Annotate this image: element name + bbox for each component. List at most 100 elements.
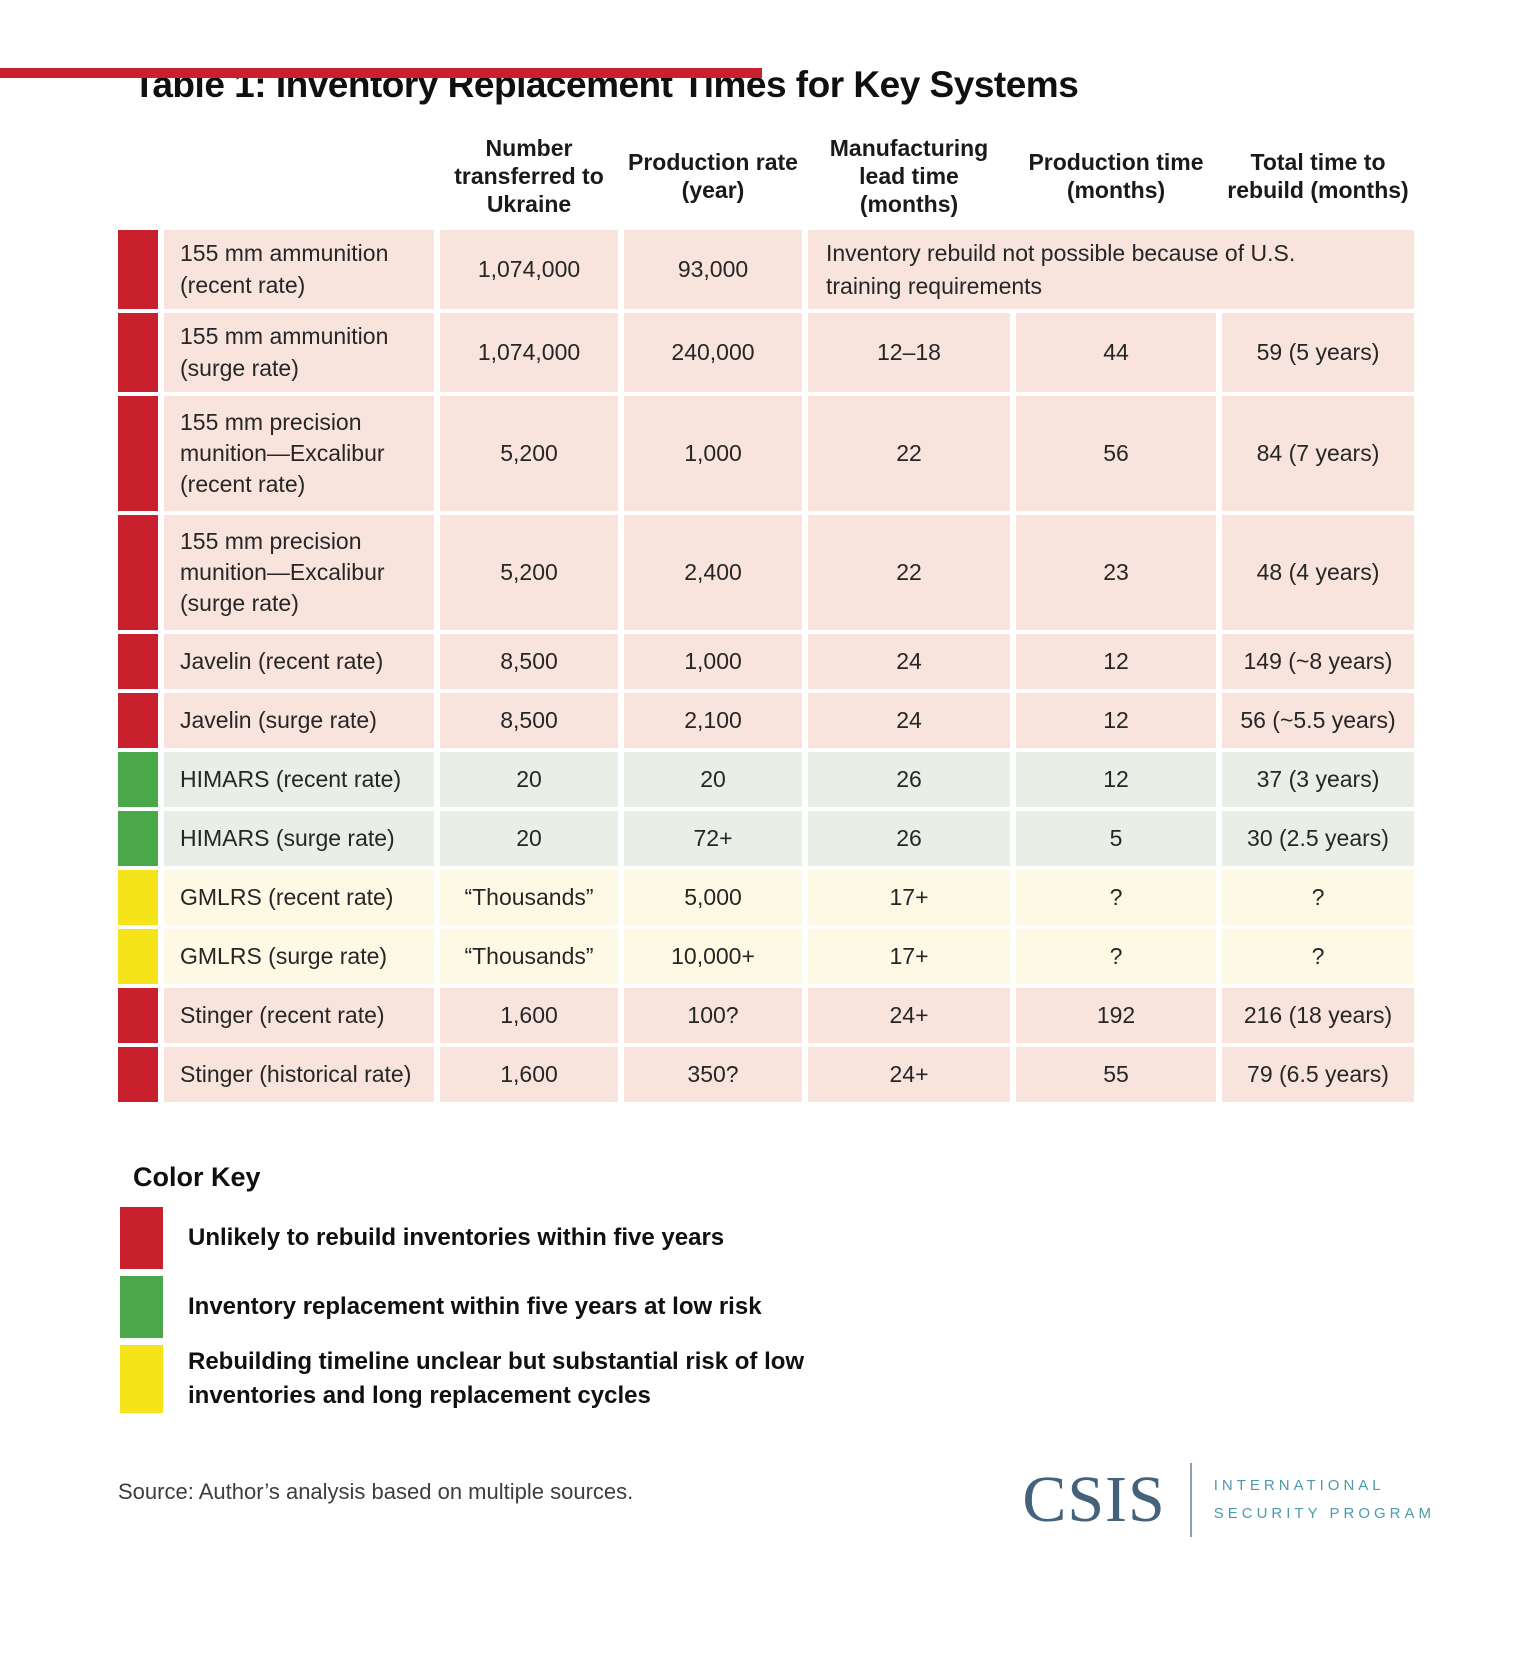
production-time-cell: 12 <box>1016 752 1216 807</box>
production-rate-cell: 350? <box>624 1047 802 1102</box>
transferred-cell: 20 <box>440 752 618 807</box>
top-accent-bar <box>0 68 762 78</box>
table-header-row: Number transferred to Ukraine Production… <box>118 128 1418 224</box>
col-header-number-transferred: Number transferred to Ukraine <box>454 134 604 218</box>
lead-time-cell: 22 <box>808 396 1010 511</box>
transferred-cell: “Thousands” <box>440 870 618 925</box>
lead-time-cell: 26 <box>808 752 1010 807</box>
csis-logo-divider <box>1189 1463 1192 1538</box>
total-time-cell: 30 (2.5 years) <box>1222 811 1414 866</box>
status-swatch-red <box>118 313 158 392</box>
total-time-cell: 216 (18 years) <box>1222 988 1414 1043</box>
table-row: Stinger (recent rate) 1,600 100? 24+ 192 216 … <box>118 988 1418 1043</box>
system-cell: GMLRS (surge rate) <box>164 929 434 984</box>
system-cell: HIMARS (surge rate) <box>164 811 434 866</box>
total-time-cell: 84 (7 years) <box>1222 396 1414 511</box>
table-row: Javelin (surge rate) 8,500 2,100 24 12 56 (~5… <box>118 693 1418 748</box>
production-time-cell: ? <box>1016 870 1216 925</box>
source-note: Source: Author’s analysis based on multi… <box>118 1479 634 1505</box>
system-cell: HIMARS (recent rate) <box>164 752 434 807</box>
system-cell: GMLRS (recent rate) <box>164 870 434 925</box>
status-swatch-red <box>118 1047 158 1102</box>
system-cell: Javelin (recent rate) <box>164 634 434 689</box>
production-time-cell: 44 <box>1016 313 1216 392</box>
production-rate-cell: 2,100 <box>624 693 802 748</box>
table-row: GMLRS (recent rate) “Thousands” 5,000 17+?? <box>118 870 1418 925</box>
transferred-cell: 1,600 <box>440 1047 618 1102</box>
transferred-cell: 1,600 <box>440 988 618 1043</box>
status-swatch-yellow <box>118 870 158 925</box>
lead-time-cell: 24+ <box>808 988 1010 1043</box>
production-time-cell: 12 <box>1016 634 1216 689</box>
table-row: 155 mm precision munition—Excalibur (sur… <box>118 515 1418 630</box>
transferred-cell: 8,500 <box>440 634 618 689</box>
transferred-cell: 5,200 <box>440 396 618 511</box>
production-rate-cell: 2,400 <box>624 515 802 630</box>
system-cell: 155 mm ammunition (surge rate) <box>164 313 434 392</box>
system-cell: Stinger (recent rate) <box>164 988 434 1043</box>
col-header-manufacturing-lead-time: Manufacturing lead time (months) <box>829 134 989 218</box>
status-swatch-red <box>118 693 158 748</box>
table-row: HIMARS (recent rate) 20 20 26 12 37 (3 years) <box>118 752 1418 807</box>
lead-time-cell: 24 <box>808 634 1010 689</box>
lead-time-cell: 17+ <box>808 929 1010 984</box>
production-rate-cell: 1,000 <box>624 634 802 689</box>
col-header-production-rate: Production rate (year) <box>628 148 798 203</box>
table-row: Stinger (historical rate) 1,600 350? 24+ 55 7… <box>118 1047 1418 1102</box>
transferred-cell: 5,200 <box>440 515 618 630</box>
status-swatch-red <box>118 515 158 630</box>
table-row: 155 mm precision munition—Excalibur (rec… <box>118 396 1418 511</box>
total-time-cell: 149 (~8 years) <box>1222 634 1414 689</box>
production-time-cell: 12 <box>1016 693 1216 748</box>
lead-time-cell: 17+ <box>808 870 1010 925</box>
status-swatch-green <box>118 752 158 807</box>
production-time-cell: 192 <box>1016 988 1216 1043</box>
production-rate-cell: 20 <box>624 752 802 807</box>
system-cell: Javelin (surge rate) <box>164 693 434 748</box>
lead-time-cell: 12–18 <box>808 313 1010 392</box>
total-time-cell: ? <box>1222 870 1414 925</box>
system-cell: 155 mm precision munition—Excalibur (sur… <box>164 515 434 630</box>
production-rate-cell: 93,000 <box>624 230 802 309</box>
production-rate-cell: 1,000 <box>624 396 802 511</box>
system-cell: 155 mm precision munition—Excalibur (rec… <box>164 396 434 511</box>
transferred-cell: “Thousands” <box>440 929 618 984</box>
csis-logo-program-line1: INTERNATIONAL <box>1213 1476 1385 1494</box>
color-key-swatch-yellow <box>120 1345 163 1414</box>
color-key-entry: Rebuilding timeline unclear but substant… <box>120 1345 1539 1414</box>
table-row: 155 mm ammunition (surge rate) 1,074,000 2… <box>118 313 1418 392</box>
csis-logo-program-line2: SECURITY PROGRAM <box>1213 1505 1435 1523</box>
note-cell: Inventory rebuild not possible because o… <box>808 230 1414 309</box>
total-time-cell: ? <box>1222 929 1414 984</box>
status-swatch-red <box>118 988 158 1043</box>
lead-time-cell: 26 <box>808 811 1010 866</box>
table-row: HIMARS (surge rate) 20 72+ 26 5 30 (2.5 years… <box>118 811 1418 866</box>
transferred-cell: 1,074,000 <box>440 313 618 392</box>
color-key-label: Unlikely to rebuild inventories within f… <box>188 1223 725 1251</box>
transferred-cell: 20 <box>440 811 618 866</box>
csis-logo: CSIS INTERNATIONAL SECURITY PROGRAM <box>1022 1463 1435 1538</box>
table-row: 155 mm ammunition (recent rate) 1,074,000… <box>118 230 1418 309</box>
system-cell: Stinger (historical rate) <box>164 1047 434 1102</box>
total-time-cell: 37 (3 years) <box>1222 752 1414 807</box>
status-swatch-red <box>118 230 158 309</box>
lead-time-cell: 22 <box>808 515 1010 630</box>
production-time-cell: 23 <box>1016 515 1216 630</box>
col-header-total-time: Total time to rebuild (months) <box>1227 148 1409 203</box>
csis-logo-program: INTERNATIONAL SECURITY PROGRAM <box>1214 1472 1435 1529</box>
production-time-cell: 55 <box>1016 1047 1216 1102</box>
color-key-entry: Inventory replacement within five years … <box>120 1276 1539 1338</box>
production-time-cell: 5 <box>1016 811 1216 866</box>
csis-logo-acronym: CSIS <box>1022 1463 1166 1537</box>
table-row: GMLRS (surge rate) “Thousands” 10,000+ 17+?… <box>118 929 1418 984</box>
lead-time-cell: 24+ <box>808 1047 1010 1102</box>
table-row: Javelin (recent rate) 8,500 1,000 24 12 149 (… <box>118 634 1418 689</box>
production-rate-cell: 240,000 <box>624 313 802 392</box>
total-time-cell: 56 (~5.5 years) <box>1222 693 1414 748</box>
color-key-label: Inventory replacement within five years … <box>188 1292 762 1320</box>
status-swatch-red <box>118 396 158 511</box>
system-cell: 155 mm ammunition (recent rate) <box>164 230 434 309</box>
color-key-label: Rebuilding timeline unclear but substant… <box>188 1348 805 1410</box>
footer: Source: Author’s analysis based on multi… <box>118 1463 1435 1538</box>
production-rate-cell: 100? <box>624 988 802 1043</box>
